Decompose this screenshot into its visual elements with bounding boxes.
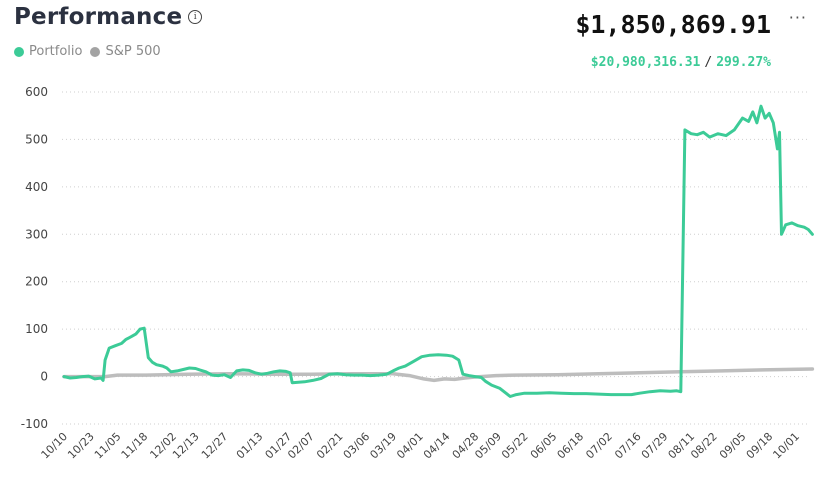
y-axis: 600 500 400 300 200 100 0 -100 [21,85,48,431]
y-tick-label: -100 [21,417,48,431]
gain-separator: / [704,55,713,70]
x-tick-label: 02/07 [285,430,317,462]
y-tick-label: 500 [25,132,48,146]
more-icon[interactable]: ··· [788,8,807,27]
x-tick-label: 07/29 [639,430,671,462]
x-tick-label: 06/18 [555,430,587,462]
x-tick-label: 08/22 [688,430,720,462]
gain-amount: $20,980,316.31 [590,55,701,70]
y-tick-label: 200 [25,275,48,289]
series-lines [62,104,815,398]
gain-percent: 299.27% [716,55,771,70]
grid-lines [62,91,810,425]
info-icon[interactable]: i [188,10,203,24]
x-tick-label: 07/02 [583,430,615,462]
x-tick-label: 09/05 [717,430,749,462]
x-tick-label: 10/10 [39,430,71,462]
portfolio-value: $1,850,869.91 [575,10,771,39]
y-tick-label: 100 [25,322,48,336]
x-tick-label: 04/01 [394,430,426,462]
x-tick-label: 11/18 [119,430,151,462]
x-tick-label: 05/09 [472,430,504,462]
x-tick-label: 01/13 [234,430,266,462]
x-tick-label: 10/01 [770,430,802,462]
y-tick-label: 300 [25,227,48,241]
series-line-sp500[interactable] [62,367,815,383]
page-title: Performance [14,4,183,30]
x-tick-label: 04/14 [421,430,453,462]
x-tick-label: 12/13 [170,430,202,462]
legend-label-portfolio: Portfolio [29,44,83,59]
legend-item-portfolio[interactable]: Portfolio [14,44,82,59]
y-tick-label: 600 [25,85,48,99]
legend-dot-portfolio [14,46,24,57]
x-tick-label: 11/05 [92,430,124,462]
gain-summary: $20,980,316.31/299.27% [591,55,771,70]
x-tick-label: 12/27 [199,430,231,462]
series-line-portfolio[interactable] [62,104,814,398]
y-tick-label: 0 [40,370,48,384]
x-tick-label: 07/16 [612,430,644,462]
legend-dot-sp500 [90,46,101,57]
legend-item-sp500[interactable]: S&P 500 [90,44,161,59]
y-tick-label: 400 [25,180,48,194]
x-tick-label: 03/06 [341,430,373,462]
legend: Portfolio S&P 500 [14,44,169,59]
x-tick-label: 05/22 [499,430,531,462]
x-tick-label: 02/21 [314,430,346,462]
x-tick-label: 03/19 [367,430,399,462]
x-tick-label: 06/05 [528,430,560,462]
x-tick-label: 10/23 [65,430,97,462]
legend-label-sp500: S&P 500 [105,44,161,59]
x-tick-label: 09/18 [744,430,776,462]
title-group: Performance i [14,4,203,30]
